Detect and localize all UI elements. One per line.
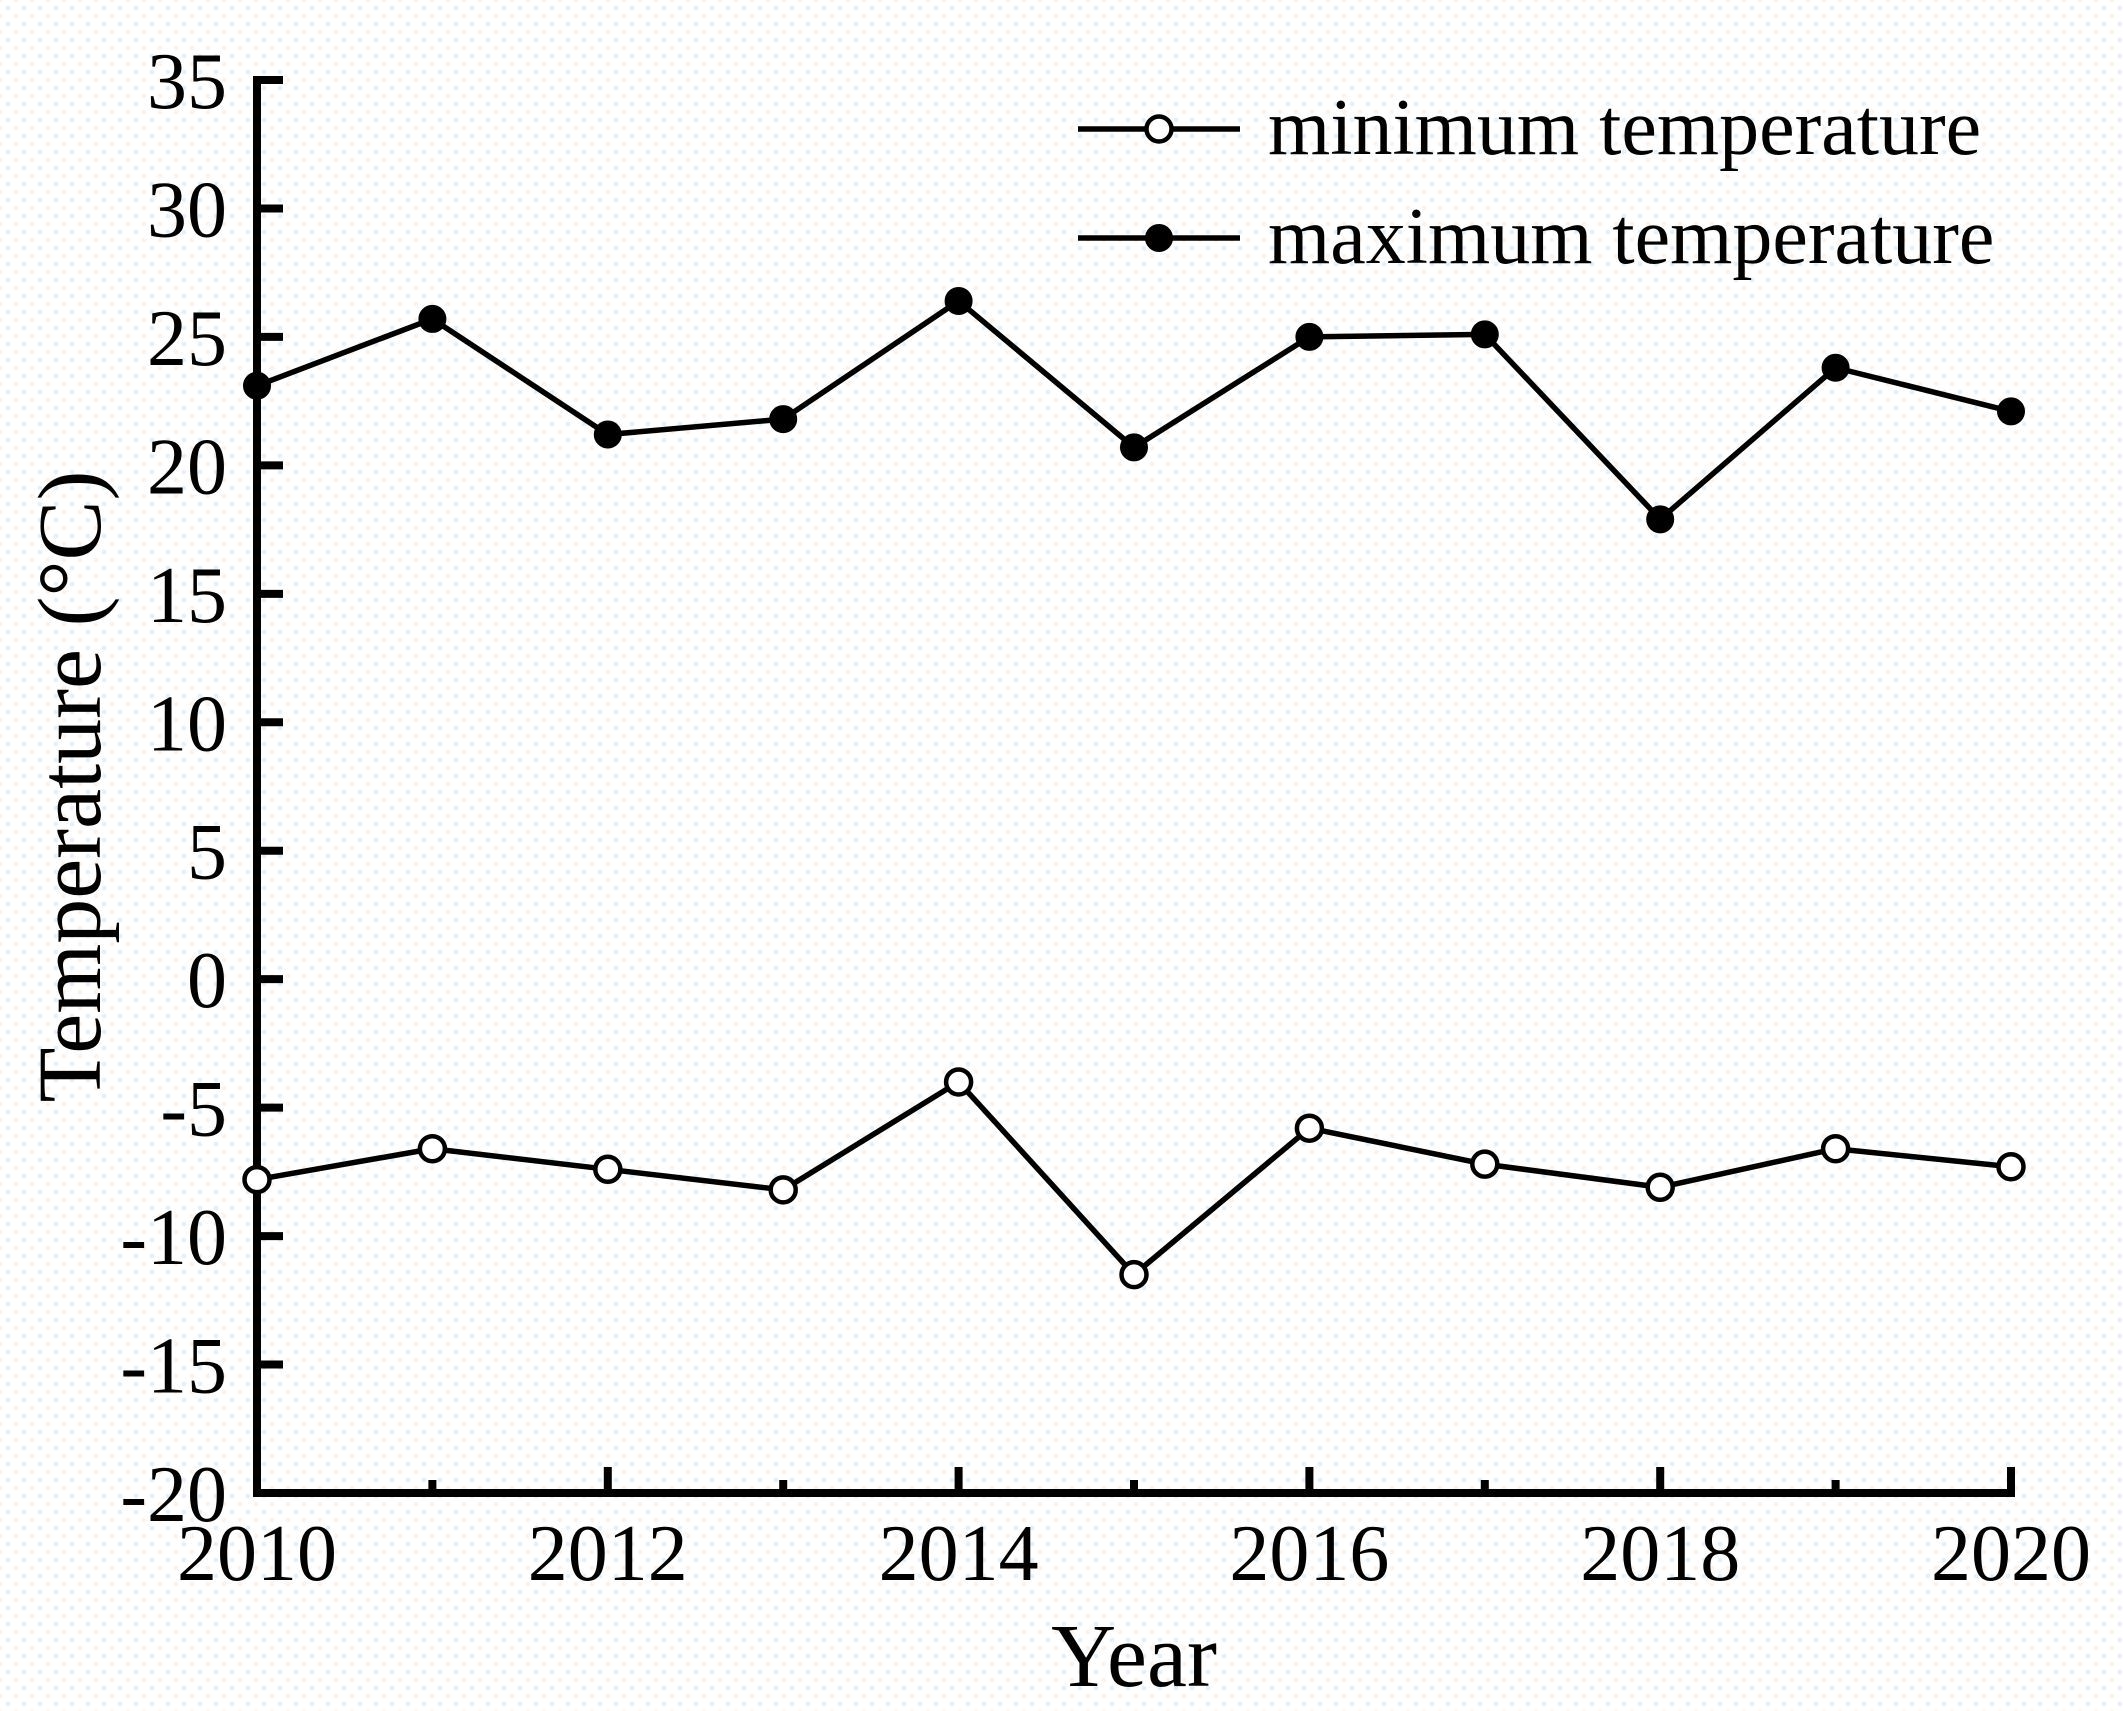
minimum-temperature-point-2017 xyxy=(1470,1149,1500,1179)
y-tick-label: 5 xyxy=(187,809,227,897)
legend-item-minimum: minimum temperature xyxy=(1268,84,1981,172)
maximum-temperature-point-2017 xyxy=(1470,320,1499,349)
y-tick-label: 10 xyxy=(147,680,227,768)
x-tick-label: 2010 xyxy=(177,1510,337,1598)
minimum-temperature-point-2018 xyxy=(1645,1172,1675,1203)
maximum-temperature-point-2014 xyxy=(944,286,973,315)
y-axis-title: Temperature (°C) xyxy=(21,471,120,1103)
maximum-temperature-point-2012 xyxy=(593,420,622,449)
y-tick-label: 30 xyxy=(147,166,227,254)
legend-open-circle-icon xyxy=(1144,114,1174,144)
x-tick-label: 2012 xyxy=(528,1510,688,1598)
x-tick-label: 2020 xyxy=(1931,1510,2091,1598)
y-tick-label: -10 xyxy=(120,1194,227,1282)
y-tick-label: 0 xyxy=(187,937,227,1025)
maximum-temperature-point-2016 xyxy=(1295,322,1324,351)
x-tick-label: 2016 xyxy=(1229,1510,1389,1598)
minimum-temperature-point-2020 xyxy=(1996,1151,2026,1182)
minimum-temperature-point-2014 xyxy=(943,1067,974,1097)
maximum-temperature-point-2018 xyxy=(1646,505,1675,534)
y-tick-label: 20 xyxy=(147,423,227,511)
maximum-temperature-point-2019 xyxy=(1821,353,1850,382)
y-tick-label: -20 xyxy=(120,1451,227,1539)
y-tick-label: 15 xyxy=(147,552,227,640)
maximum-temperature-point-2011 xyxy=(418,304,447,333)
minimum-temperature-point-2019 xyxy=(1820,1133,1851,1164)
legend-filled-circle-icon xyxy=(1145,224,1173,252)
x-axis-title: Year xyxy=(1051,1607,1217,1706)
minimum-temperature-series-line xyxy=(256,1079,2012,1278)
maximum-temperature-point-2020 xyxy=(1997,397,2025,426)
minimum-temperature-point-2010 xyxy=(242,1164,272,1195)
y-tick-label: -5 xyxy=(160,1066,227,1154)
y-tick-label: 35 xyxy=(147,38,227,126)
maximum-temperature-point-2010 xyxy=(243,371,271,400)
minimum-temperature-point-2012 xyxy=(593,1154,623,1185)
minimum-temperature-point-2011 xyxy=(417,1133,448,1164)
minimum-temperature-point-2015 xyxy=(1119,1259,1149,1290)
maximum-temperature-point-2013 xyxy=(769,405,798,434)
maximum-temperature-series-line xyxy=(256,298,2012,523)
maximum-temperature-point-2015 xyxy=(1120,433,1148,462)
minimum-temperature-point-2016 xyxy=(1294,1113,1325,1143)
minimum-temperature-point-2013 xyxy=(768,1175,798,1205)
y-tick-label: 25 xyxy=(147,295,227,383)
y-tick-label: -15 xyxy=(120,1323,227,1411)
legend-item-maximum: maximum temperature xyxy=(1268,193,1994,281)
x-tick-label: 2014 xyxy=(879,1510,1039,1598)
x-tick-label: 2018 xyxy=(1580,1510,1740,1598)
